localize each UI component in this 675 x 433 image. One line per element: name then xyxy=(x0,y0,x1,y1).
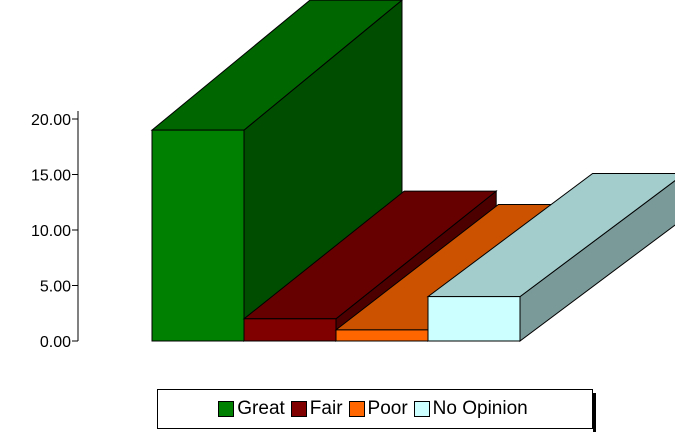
legend-item-poor: Poor xyxy=(348,398,408,420)
legend-swatch-no-opinion xyxy=(413,401,430,417)
bar-front-fair xyxy=(243,318,337,342)
legend-label-no-opinion: No Opinion xyxy=(432,398,528,419)
legend-label-great: Great xyxy=(237,398,285,419)
legend-item-fair: Fair xyxy=(290,398,343,420)
bar-front-no-opinion xyxy=(427,296,521,342)
y-tick-label: 0.00 xyxy=(40,334,71,351)
y-tick-label: 20.00 xyxy=(31,112,71,129)
y-axis: 0.00 5.00 10.00 15.00 20.00 xyxy=(31,111,79,351)
bars xyxy=(150,0,675,343)
bar-front-poor xyxy=(335,329,429,342)
legend-label-fair: Fair xyxy=(309,398,343,419)
legend-item-great: Great xyxy=(218,398,285,420)
legend-swatch-great xyxy=(218,401,235,417)
bar-no-opinion xyxy=(426,173,675,342)
bar-front-great xyxy=(151,129,245,342)
y-tick-label: 5.00 xyxy=(40,279,71,296)
legend: Great Fair Poor No Opinion xyxy=(157,389,596,432)
y-tick-label: 10.00 xyxy=(31,223,71,240)
legend-swatch-poor xyxy=(348,401,365,417)
bar-great xyxy=(150,0,403,343)
y-tick-label: 15.00 xyxy=(31,168,71,185)
legend-item-no-opinion: No Opinion xyxy=(413,398,528,420)
legend-label-poor: Poor xyxy=(367,398,408,419)
legend-swatch-fair xyxy=(290,401,307,417)
